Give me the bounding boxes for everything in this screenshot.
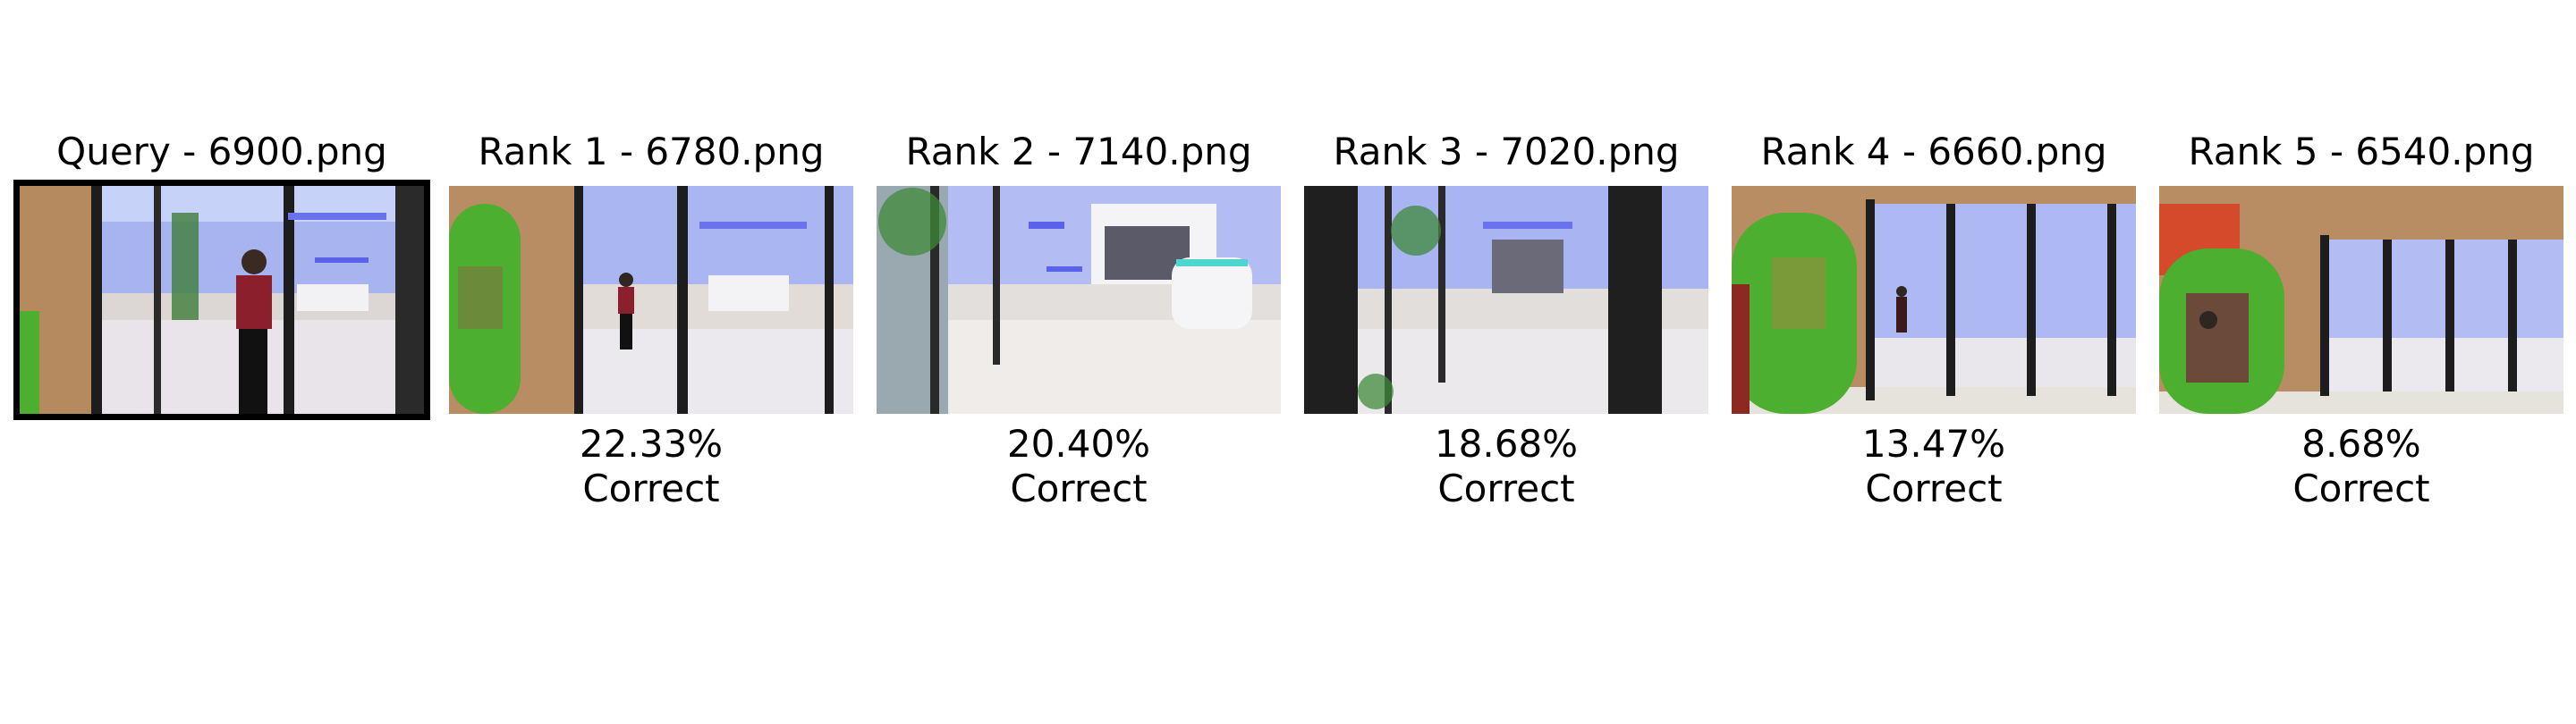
result-image[interactable]	[2159, 186, 2563, 414]
result-title: Rank 3 - 7020.png	[1333, 130, 1680, 173]
result-image[interactable]	[1304, 186, 1708, 414]
result-title: Rank 1 - 6780.png	[478, 130, 825, 173]
result-image[interactable]	[1732, 186, 2136, 414]
result-verdict: Correct	[1437, 467, 1575, 510]
query-title: Query - 6900.png	[56, 130, 387, 173]
result-title: Rank 4 - 6660.png	[1760, 130, 2107, 173]
result-verdict: Correct	[1010, 467, 1148, 510]
result-image[interactable]	[449, 186, 853, 414]
result-verdict: Correct	[1865, 467, 2003, 510]
result-verdict: Correct	[582, 467, 720, 510]
result-image[interactable]	[877, 186, 1281, 414]
query-image[interactable]	[13, 180, 430, 420]
result-score: 22.33%	[579, 422, 724, 466]
result-verdict: Correct	[2292, 467, 2430, 510]
result-title: Rank 5 - 6540.png	[2188, 130, 2535, 173]
result-score: 20.40%	[1006, 422, 1151, 466]
result-score: 13.47%	[1861, 422, 2006, 466]
result-score: 8.68%	[2301, 422, 2421, 466]
result-score: 18.68%	[1434, 422, 1579, 466]
result-title: Rank 2 - 7140.png	[905, 130, 1252, 173]
